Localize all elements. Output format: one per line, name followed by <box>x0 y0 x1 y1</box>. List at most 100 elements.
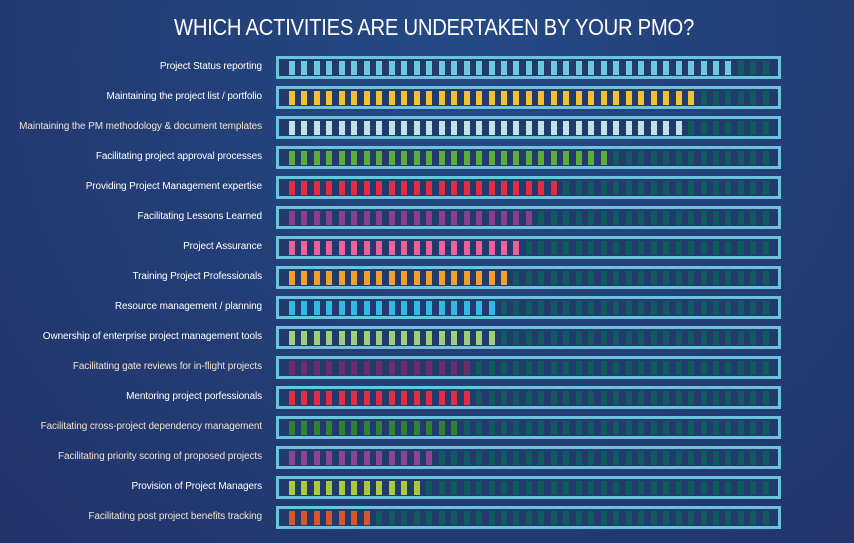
bar-segment-filled <box>488 331 495 345</box>
bar-segment-filled <box>401 361 408 375</box>
bar-segment-filled <box>289 241 295 255</box>
bar-segment-filled <box>376 391 383 405</box>
bar-segment-empty <box>575 301 582 315</box>
bar-segment-empty <box>762 181 769 195</box>
bar-frame <box>276 236 781 259</box>
bar-segment-filled <box>538 181 545 195</box>
bar-segment-filled <box>613 121 620 135</box>
bar-segment-empty <box>625 301 632 315</box>
bar-segment-filled <box>700 61 707 75</box>
bar-segment-filled <box>525 181 532 195</box>
bar-segment-empty <box>725 301 732 315</box>
bar-segment-empty <box>762 151 769 165</box>
bar-segment-filled <box>413 121 420 135</box>
bar-segment-empty <box>675 151 682 165</box>
bar-segment-filled <box>438 391 445 405</box>
bar-segment-filled <box>513 241 520 255</box>
bar-segment-empty <box>525 511 532 525</box>
bar-segment-empty <box>712 421 719 435</box>
bar-segment-filled <box>476 181 483 195</box>
bar-segment-empty <box>762 301 769 315</box>
bar-segment-filled <box>351 511 358 525</box>
bar-segment-empty <box>625 181 632 195</box>
bar-segment-filled <box>301 301 308 315</box>
bar-segment-empty <box>613 241 620 255</box>
bar-segment-filled <box>513 91 520 105</box>
bar-segment-empty <box>650 361 657 375</box>
bar-segment-empty <box>762 421 769 435</box>
bar-segment-empty <box>625 241 632 255</box>
bar-segment-empty <box>762 331 769 345</box>
bar-segment-empty <box>488 361 495 375</box>
bar-frame <box>276 296 781 319</box>
bar-segment-filled <box>650 121 657 135</box>
bar-segment-empty <box>650 151 657 165</box>
bar-segment-empty <box>625 511 632 525</box>
bar-segment-filled <box>513 211 520 225</box>
bar-segment-filled <box>401 181 408 195</box>
bar-segment-empty <box>737 91 744 105</box>
bar-segment-filled <box>289 91 295 105</box>
bar-segment-empty <box>700 181 707 195</box>
bar-segment-empty <box>513 271 520 285</box>
bar-segment-filled <box>351 91 358 105</box>
bar-segment-filled <box>351 421 358 435</box>
bar-segment-empty <box>762 211 769 225</box>
bar-segment-filled <box>588 61 595 75</box>
bar-segment-empty <box>588 391 595 405</box>
bar-segment-filled <box>376 271 383 285</box>
bar-segment-empty <box>575 511 582 525</box>
bar-segment-filled <box>463 241 470 255</box>
bar-segment-empty <box>625 361 632 375</box>
bar-segment-filled <box>401 151 408 165</box>
bar-segment-filled <box>301 181 308 195</box>
bar-segment-empty <box>737 181 744 195</box>
bar-segment-empty <box>463 511 470 525</box>
category-label: Facilitating gate reviews for in-flight … <box>72 361 262 372</box>
bar-segment-empty <box>663 331 670 345</box>
bar-segment-filled <box>451 391 458 405</box>
bar-segment-empty <box>638 271 645 285</box>
bar-segment-empty <box>563 451 570 465</box>
bar-segment-empty <box>688 121 695 135</box>
bar-row: Facilitating priority scoring of propose… <box>0 446 854 470</box>
bar-segment-empty <box>725 271 732 285</box>
bar-segment-filled <box>326 241 333 255</box>
bar-segment-filled <box>376 211 383 225</box>
bar-frame <box>276 176 781 199</box>
bar-segment-filled <box>650 91 657 105</box>
bar-segment-filled <box>401 481 408 495</box>
bar-segment-empty <box>463 421 470 435</box>
bar-segment-filled <box>500 241 507 255</box>
bar-segment-filled <box>301 511 308 525</box>
bar-segment-empty <box>500 421 507 435</box>
bar-segment-empty <box>762 451 769 465</box>
bar-segment-empty <box>563 211 570 225</box>
bar-segment-empty <box>650 241 657 255</box>
bar-segment-empty <box>563 241 570 255</box>
bar-segment-filled <box>338 361 345 375</box>
bar-segment-empty <box>451 451 458 465</box>
bar-segment-filled <box>525 211 532 225</box>
bar-segment-empty <box>638 301 645 315</box>
bar-segment-empty <box>563 181 570 195</box>
bar-segment-empty <box>575 181 582 195</box>
bar-segment-empty <box>750 61 757 75</box>
bar-segment-filled <box>326 391 333 405</box>
bar-segment-empty <box>675 181 682 195</box>
bar-segment-empty <box>750 211 757 225</box>
bar-segment-empty <box>376 511 383 525</box>
bar-segment-empty <box>500 511 507 525</box>
bar-segment-filled <box>363 331 370 345</box>
bar-segment-filled <box>413 61 420 75</box>
bar-segment-filled <box>575 151 582 165</box>
bar-segment-filled <box>313 421 320 435</box>
bar-segment-filled <box>338 421 345 435</box>
bar-segment-filled <box>326 451 333 465</box>
bar-segment-empty <box>737 271 744 285</box>
bar-segment-empty <box>438 511 445 525</box>
bar-segment-filled <box>413 421 420 435</box>
bar-segment-filled <box>351 151 358 165</box>
bar-segment-empty <box>575 241 582 255</box>
category-label: Maintaining the project list / portfolio <box>106 91 262 102</box>
